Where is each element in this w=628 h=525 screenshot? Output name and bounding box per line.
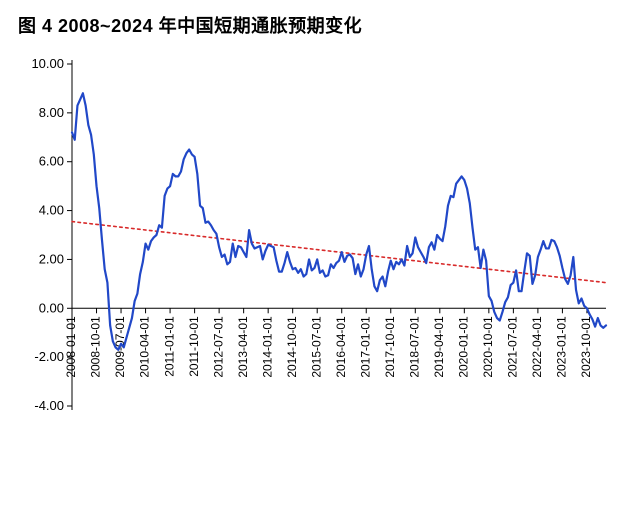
x-tick-label: 2018-07-01 [407, 316, 421, 378]
x-tick-label: 2017-10-01 [383, 316, 397, 378]
x-tick-label: 2015-07-01 [309, 316, 323, 378]
x-tick-label: 2010-04-01 [138, 316, 152, 378]
figure-title: 图 4 2008~2024 年中国短期通胀预期变化 [18, 12, 614, 38]
x-tick-label: 2023-01-01 [555, 316, 569, 378]
x-tick-label: 2011-10-01 [187, 316, 201, 377]
x-tick-label: 2016-04-01 [334, 316, 348, 378]
y-tick-label: 8.00 [39, 105, 64, 120]
y-tick-label: 6.00 [39, 154, 64, 169]
y-tick-label: 4.00 [39, 203, 64, 218]
y-tick-label: -4.00 [34, 398, 64, 413]
x-tick-label: 2008-01-01 [64, 316, 78, 378]
x-tick-label: 2008-10-01 [89, 316, 103, 378]
chart-svg: -4.00 -2.00 0.00 2.00 4.00 6.00 8.00 10.00 2008-… [14, 46, 614, 516]
figure-page: 图 4 2008~2024 年中国短期通胀预期变化 -4.00 -2.00 0.00… [0, 0, 628, 525]
x-tick-label: 2020-01-01 [456, 316, 470, 378]
x-tick-label: 2021-07-01 [506, 316, 520, 378]
x-tick-label: 2013-04-01 [236, 316, 250, 378]
line-chart: -4.00 -2.00 0.00 2.00 4.00 6.00 8.00 10.00 2008-… [14, 46, 614, 516]
y-tick-label: 0.00 [39, 300, 64, 315]
trend-line [72, 222, 606, 283]
x-tick-label: 2023-10-01 [579, 316, 593, 378]
x-tick-label: 2022-04-01 [530, 316, 544, 378]
y-tick-label: -2.00 [34, 349, 64, 364]
x-tick-label: 2020-10-01 [481, 316, 495, 378]
x-tick-label: 2014-10-01 [285, 316, 299, 378]
y-tick-label: 2.00 [39, 251, 64, 266]
x-tick-label: 2014-01-01 [260, 316, 274, 378]
x-tick-label: 2019-04-01 [432, 316, 446, 378]
x-tick-label: 2017-01-01 [358, 316, 372, 378]
series-line [72, 93, 606, 350]
y-tick-label: 10.00 [31, 56, 64, 71]
x-tick-label: 2011-01-01 [162, 316, 176, 377]
x-tick-label: 2012-07-01 [211, 316, 225, 378]
